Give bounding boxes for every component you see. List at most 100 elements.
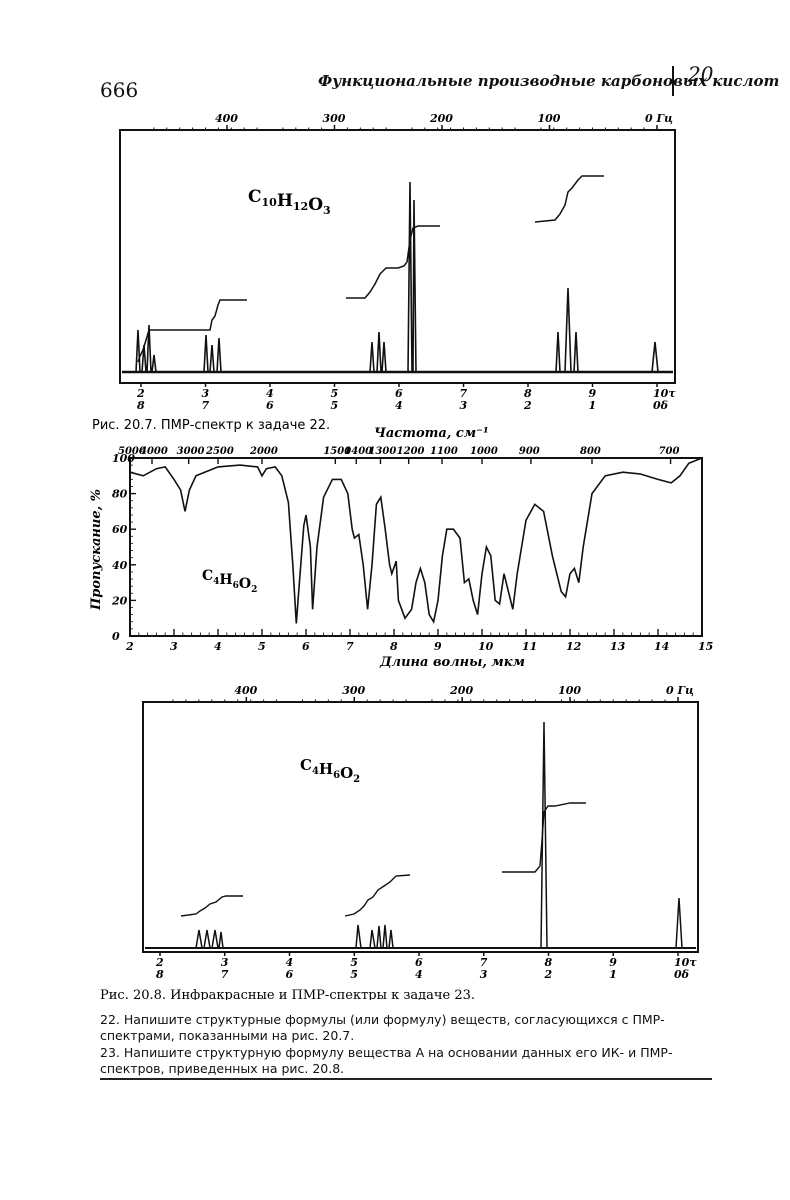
tau-tick-label: 8 <box>524 387 532 400</box>
x-tick-label: 8 <box>390 640 398 653</box>
top-tick-label: 1100 <box>430 446 458 457</box>
tau-tick-label: 3 <box>221 956 229 969</box>
tau-tick-label: 7 <box>480 956 488 969</box>
nmr2-top-axis: 400 300 200 100 0 Гц <box>172 684 694 702</box>
bottom-rule <box>100 1078 712 1080</box>
ir-x-axis: 2 3 4 5 6 7 8 9 10 11 12 13 14 15 <box>125 629 713 653</box>
nmr2-formula: C4H6O2 <box>300 756 360 785</box>
top-tick-label: 1000 <box>470 446 498 457</box>
tau-tick-label: 5 <box>331 387 339 400</box>
x-tick-label: 5 <box>258 640 266 653</box>
tau-tick-label: 6 <box>395 387 403 400</box>
top-tick-label: 200 <box>449 684 473 697</box>
top-tick-label: 1200 <box>397 446 425 457</box>
top-tick-label: 100 <box>538 112 561 125</box>
y-tick-label: 0 <box>112 630 120 643</box>
x-tick-label: 9 <box>434 640 442 653</box>
y-tick-label: 60 <box>112 523 128 536</box>
tau-tick-label: 7 <box>460 387 468 400</box>
delta-tick-label: 6 <box>286 968 294 981</box>
header-divider <box>672 66 674 96</box>
problem-22: 22. Напишите структурные формулы (или фо… <box>100 1012 665 1043</box>
ir-formula: C4H6O2 <box>202 568 257 595</box>
delta-tick-label: 3 <box>480 968 488 981</box>
tau-tick-label: 10τ <box>653 387 676 400</box>
problem-23: 23. Напишите структурную формулу веществ… <box>100 1045 673 1076</box>
x-tick-label: 2 <box>125 640 134 653</box>
delta-tick-label: 0δ <box>653 399 668 412</box>
tau-tick-label: 5 <box>350 956 358 969</box>
tau-tick-label: 6 <box>415 956 423 969</box>
delta-tick-label: 7 <box>221 968 229 981</box>
top-tick-label: 2500 <box>205 446 234 457</box>
ir-x-axis-title: Длина волны, мкм <box>379 655 525 670</box>
fig-20-8-caption: Рис. 20.8. Инфракрасные и ПМР-спектры к … <box>100 988 475 1000</box>
top-tick-label: 200 <box>429 112 453 125</box>
tau-tick-label: 4 <box>286 956 294 969</box>
delta-tick-label: 3 <box>460 399 468 412</box>
tau-tick-label: 2 <box>136 387 145 400</box>
x-tick-label: 14 <box>654 640 669 653</box>
delta-tick-label: 8 <box>156 968 164 981</box>
delta-tick-label: 1 <box>589 399 597 412</box>
tau-tick-label: 8 <box>545 956 553 969</box>
nmr1-integral <box>137 175 604 363</box>
chapter-number: 20 <box>688 62 714 86</box>
x-tick-label: 10 <box>478 640 494 653</box>
fig-20-7-caption: Рис. 20.7. ПМР-спектр к задаче 22. <box>92 418 330 433</box>
x-tick-label: 6 <box>302 640 310 653</box>
x-tick-label: 11 <box>522 640 537 653</box>
ir-y-axis-title: Пропускание, % <box>89 489 104 611</box>
ir-frequency-axis-title: Частота, см⁻¹ <box>374 426 489 441</box>
problems-text: 22. Напишите структурные формулы (или фо… <box>100 1012 710 1078</box>
top-tick-label: 300 <box>342 684 365 697</box>
top-tick-label: 5000 <box>118 446 146 457</box>
y-tick-label: 100 <box>112 452 135 465</box>
tau-tick-label: 10τ <box>674 956 697 969</box>
tau-tick-label: 4 <box>266 387 274 400</box>
x-tick-label: 4 <box>214 640 222 653</box>
x-tick-label: 13 <box>610 640 626 653</box>
tau-tick-label: 3 <box>202 387 210 400</box>
y-tick-label: 20 <box>111 594 128 607</box>
delta-tick-label: 5 <box>350 968 358 981</box>
delta-tick-label: 1 <box>609 968 617 981</box>
x-tick-label: 3 <box>170 640 178 653</box>
delta-tick-label: 2 <box>523 399 532 412</box>
top-tick-label: 1500 <box>323 446 351 457</box>
top-tick-label: 2000 <box>249 446 278 457</box>
top-tick-label: 400 <box>234 684 257 697</box>
top-tick-label: 300 <box>323 112 346 125</box>
nmr2-frame <box>142 701 699 953</box>
running-title: Функциональные производные карбоновых ки… <box>318 72 780 90</box>
top-tick-label: 3000 <box>177 446 205 457</box>
delta-tick-label: 4 <box>395 399 403 412</box>
nmr1-formula: C10H12O3 <box>248 187 331 217</box>
y-tick-label: 40 <box>112 559 128 572</box>
top-tick-label: 800 <box>580 446 601 457</box>
delta-tick-label: 2 <box>544 968 553 981</box>
top-tick-label: 0 Гц <box>645 112 673 125</box>
ir-frame <box>129 457 703 637</box>
nmr2-peaks <box>195 721 683 949</box>
delta-tick-label: 0δ <box>674 968 689 981</box>
delta-tick-label: 8 <box>137 399 145 412</box>
top-tick-label: 0 Гц <box>666 684 694 697</box>
x-tick-label: 7 <box>346 640 354 653</box>
top-tick-label: 100 <box>558 684 581 697</box>
delta-tick-label: 7 <box>202 399 210 412</box>
top-tick-label: 1400 <box>344 446 372 457</box>
delta-tick-label: 6 <box>266 399 274 412</box>
x-tick-label: 12 <box>566 640 582 653</box>
nmr2-integral <box>180 802 586 917</box>
x-tick-label: 15 <box>698 640 713 653</box>
page-number: 666 <box>100 78 139 102</box>
tau-tick-label: 2 <box>155 956 164 969</box>
nmr1-top-axis: 400 300 200 100 0 Гц <box>153 112 673 130</box>
top-tick-label: 1300 <box>368 446 396 457</box>
